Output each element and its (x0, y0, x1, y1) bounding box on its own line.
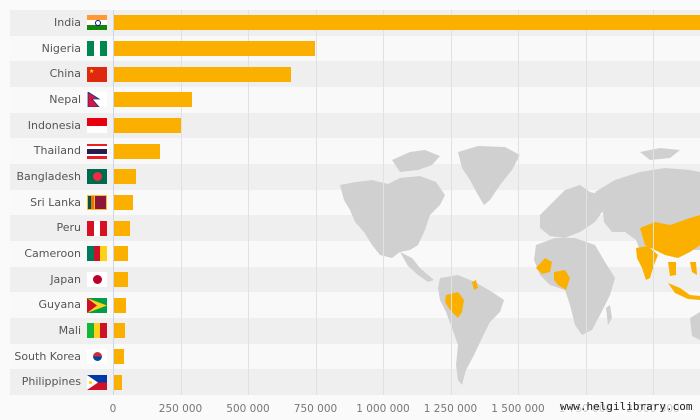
india-flag-icon (87, 15, 107, 31)
x-tick-label: 0 (109, 403, 117, 415)
bar[interactable] (114, 272, 128, 287)
x-tick-label: 750 000 (293, 403, 338, 415)
gridline (653, 10, 654, 395)
bar[interactable] (114, 246, 129, 262)
bar[interactable] (114, 195, 133, 210)
category-label: Mali (58, 324, 81, 337)
category-label: China (49, 67, 81, 81)
bar[interactable] (114, 349, 124, 364)
cameroon-flag-icon (87, 246, 107, 262)
bar[interactable] (114, 297, 126, 313)
category-label: Japan (50, 272, 81, 286)
gridline (518, 10, 519, 395)
gridline (450, 10, 452, 395)
gridline (180, 10, 182, 395)
category-label: Philippines (21, 375, 81, 389)
category-label: Thailand (33, 144, 81, 158)
category-label: Bangladesh (16, 170, 82, 183)
category-label: Guyana (38, 298, 81, 312)
china-flag-icon: ★ (87, 66, 107, 82)
row-background (10, 343, 700, 370)
peru-flag-icon (87, 220, 107, 236)
bar[interactable] (114, 169, 136, 185)
category-label: Nepal (49, 93, 81, 106)
nepal-flag-icon (87, 92, 107, 108)
nigeria-flag-icon (87, 41, 107, 56)
sri-lanka-flag-icon (87, 195, 107, 210)
guyana-flag-icon (87, 297, 107, 313)
bar[interactable] (114, 66, 291, 82)
gridline (315, 10, 317, 395)
gridline (248, 10, 249, 395)
x-tick-label: 1 500 000 (491, 403, 545, 415)
bar[interactable] (114, 15, 700, 31)
category-label: Sri Lanka (30, 195, 81, 209)
south-korea-flag-icon (87, 349, 107, 364)
bar[interactable] (114, 220, 130, 236)
mali-flag-icon (87, 323, 107, 339)
zero-axis-line (113, 10, 114, 395)
bangladesh-flag-icon (87, 169, 107, 185)
bar[interactable] (114, 143, 160, 159)
category-label: Cameroon (24, 247, 81, 260)
gridline (585, 10, 587, 395)
x-tick-label: 500 000 (226, 403, 270, 415)
philippines-flag-icon (87, 374, 107, 390)
bar[interactable] (114, 118, 181, 133)
japan-flag-icon (87, 272, 107, 287)
bar[interactable] (114, 374, 122, 390)
x-tick-label: 1 250 000 (423, 403, 478, 415)
indonesia-flag-icon (87, 118, 107, 133)
bar[interactable] (114, 92, 193, 108)
x-tick-label: 1 000 000 (356, 403, 410, 415)
row-background (10, 369, 700, 395)
bar[interactable] (114, 41, 316, 56)
x-tick-label: 250 000 (158, 403, 203, 415)
gridline (383, 10, 384, 395)
thailand-flag-icon (87, 143, 107, 159)
category-label: Peru (56, 221, 81, 235)
watermark: www.helgilibrary.com (560, 400, 693, 413)
category-label: Indonesia (27, 118, 81, 132)
bar[interactable] (114, 323, 125, 339)
category-label: India (54, 16, 81, 29)
category-label: Nigeria (41, 41, 81, 55)
category-label: South Korea (14, 349, 81, 363)
